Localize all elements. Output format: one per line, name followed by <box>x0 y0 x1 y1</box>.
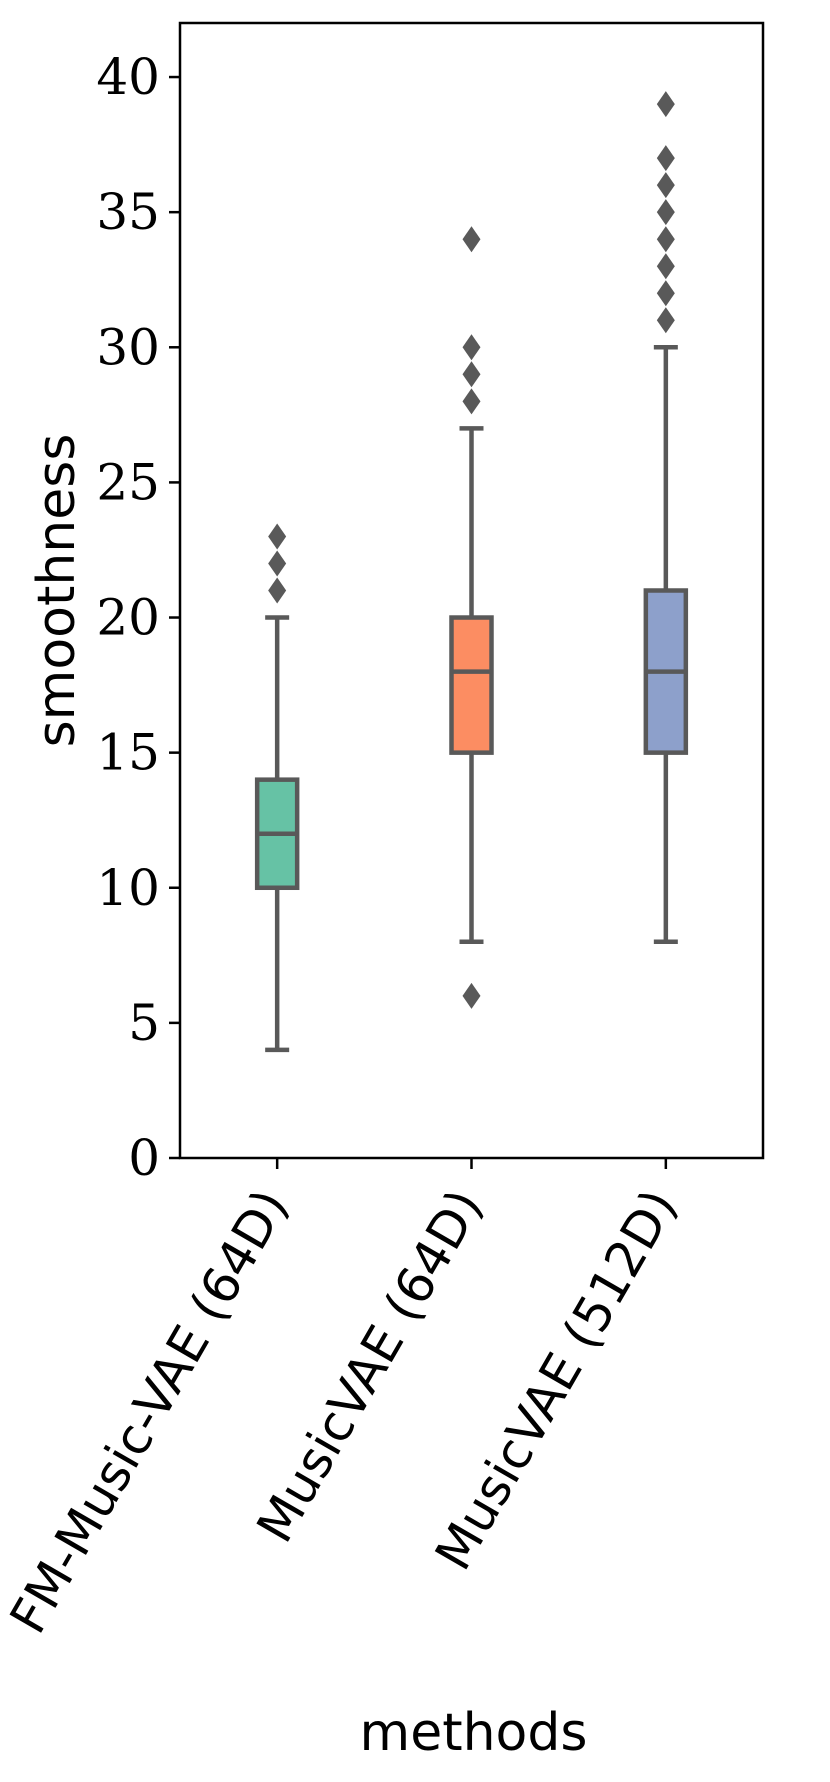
y-axis: 0 5 10 15 20 25 30 35 40 <box>96 48 180 1187</box>
outlier-point <box>656 226 675 253</box>
y-tick-label: 35 <box>96 183 160 241</box>
outlier-point <box>268 523 287 550</box>
x-axis-title: methods <box>360 1703 588 1763</box>
outlier-point <box>656 199 675 226</box>
outlier-point <box>656 91 675 118</box>
outlier-point <box>268 577 287 604</box>
y-tick-label: 40 <box>96 48 160 106</box>
y-tick-label: 15 <box>96 724 160 782</box>
box-group <box>643 91 689 945</box>
y-tick-label: 25 <box>96 453 160 511</box>
outlier-point <box>462 226 481 253</box>
box-group <box>449 226 494 1009</box>
outlier-point <box>656 145 675 172</box>
outlier-point <box>462 361 481 388</box>
outlier-point <box>268 550 287 577</box>
y-tick-label: 0 <box>128 1129 160 1187</box>
outlier-point <box>462 334 481 361</box>
plot-area <box>254 91 689 1053</box>
outlier-point <box>656 280 675 307</box>
y-tick-label: 30 <box>96 318 160 376</box>
outlier-point <box>462 982 481 1009</box>
x-axis: FM-Music-VAE (64D)MusicVAE (64D)MusicVAE… <box>0 1158 688 1643</box>
y-tick-label: 10 <box>96 859 160 917</box>
y-tick-label: 20 <box>96 589 160 647</box>
outlier-point <box>656 307 675 334</box>
box-group <box>254 523 300 1053</box>
outlier-point <box>462 388 481 415</box>
x-tick-label: FM-Music-VAE (64D) <box>0 1180 300 1643</box>
box-iqr <box>449 615 494 755</box>
y-tick-label: 5 <box>128 994 160 1052</box>
y-axis-title: smoothness <box>27 434 87 748</box>
outlier-point <box>656 253 675 280</box>
outlier-point <box>656 172 675 199</box>
